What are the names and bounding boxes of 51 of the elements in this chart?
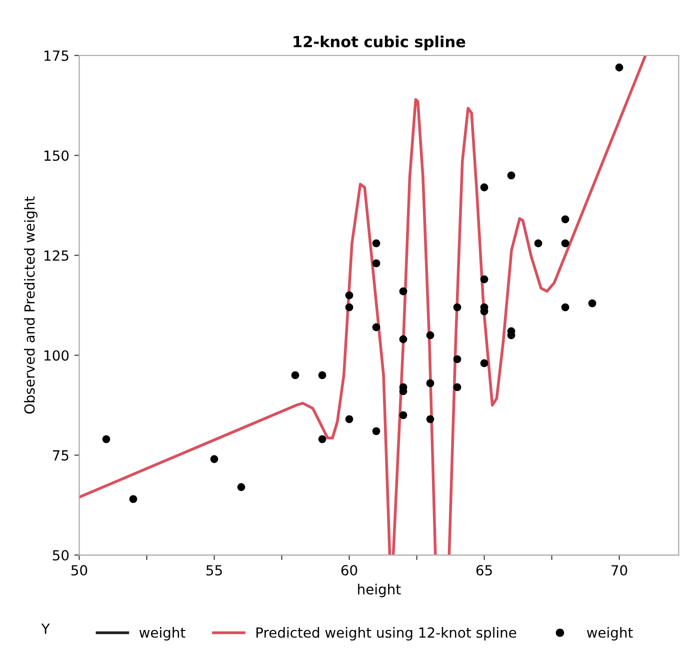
point [453,303,462,312]
point [129,495,138,504]
point [453,355,462,364]
y-tick-label: 150 [44,150,69,161]
point [615,64,624,72]
point [453,383,462,392]
point [345,415,354,424]
point [237,483,246,492]
point [534,239,542,248]
point [480,275,488,284]
point [102,435,110,444]
x-tick-label: 65 [476,565,492,576]
point [291,371,300,380]
point [210,455,218,464]
y-tick-label: 100 [44,350,69,361]
x-tick-label: 70 [612,565,628,576]
legend-title: Y [41,624,50,634]
y-tick-label: 175 [44,50,68,61]
x-axis-title: height [358,584,401,598]
legend-label: Predicted weight using 12-knot spline [256,627,516,640]
point [345,291,354,300]
point [372,427,380,436]
point [372,239,380,248]
point [318,435,326,444]
y-tick-label: 50 [52,550,69,561]
chart-title: 12-knot cubic spline [294,36,466,50]
point [480,359,488,368]
point [561,303,570,312]
point [561,215,570,224]
y-tick-label: 75 [52,450,68,461]
point [561,239,570,248]
point [372,259,380,268]
point [480,183,488,192]
y-tick-label: 125 [44,250,68,261]
point [345,303,354,312]
x-tick-label: 60 [341,565,358,576]
point [588,299,596,308]
legend-label: weight [586,627,633,640]
y-axis-title: Observed and Predicted weight [24,196,38,414]
point [507,171,516,180]
point [426,415,434,424]
point [426,379,434,388]
point [399,335,408,344]
point [318,371,326,380]
x-tick-label: 50 [71,565,88,576]
point [399,287,408,296]
point [399,411,408,420]
point [372,323,380,332]
x-tick-label: 55 [206,565,222,576]
point [426,331,434,340]
legend-label: weight [139,627,186,640]
